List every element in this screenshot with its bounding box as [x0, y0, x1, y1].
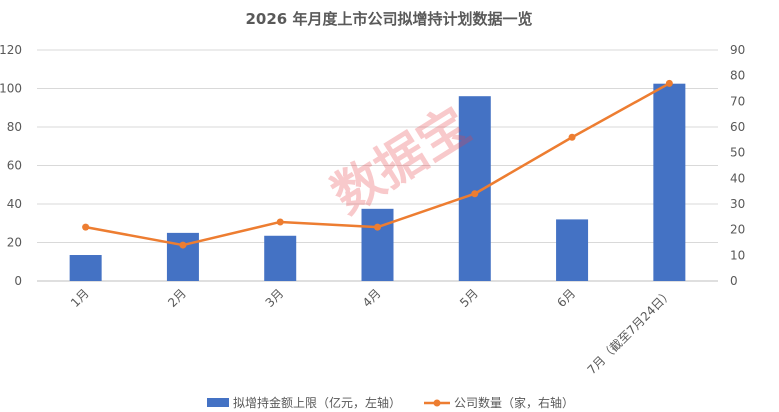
right-tick-label: 40	[730, 171, 745, 185]
left-tick-label: 60	[7, 159, 22, 173]
left-tick-label: 40	[7, 197, 22, 211]
legend-line-label: 公司数量（家，右轴）	[454, 395, 574, 410]
right-tick-label: 80	[730, 69, 745, 83]
right-tick-label: 0	[730, 274, 738, 288]
right-tick-label: 30	[730, 197, 745, 211]
bar	[166, 232, 199, 281]
line-point	[471, 190, 479, 198]
bar	[556, 219, 589, 281]
line-point	[179, 241, 187, 249]
right-axis-ticks: 0 10 20 30 40 50 60 70 80 90	[730, 43, 745, 288]
left-axis-ticks: 0 20 40 60 80 100 120	[0, 43, 22, 288]
line-point	[82, 223, 90, 231]
right-tick-label: 50	[730, 146, 745, 160]
line-point	[374, 223, 381, 231]
bar	[69, 255, 102, 281]
legend-bar-label: 拟增持金额上限（亿元，左轴）	[233, 395, 401, 410]
right-tick-label: 90	[730, 43, 745, 57]
left-tick-label: 20	[7, 236, 22, 250]
line-point	[665, 79, 673, 87]
line-series	[82, 79, 673, 249]
line-point	[276, 218, 284, 226]
chart-title: 2026 年月度上市公司拟增持计划数据一览	[246, 10, 533, 28]
x-tick-label: 6月	[554, 286, 578, 310]
legend: 拟增持金额上限（亿元，左轴） 公司数量（家，右轴）	[207, 395, 574, 410]
left-tick-label: 80	[7, 120, 22, 134]
x-tick-label: 4月	[360, 286, 384, 310]
x-tick-label: 3月	[263, 286, 287, 310]
right-tick-label: 60	[730, 120, 745, 134]
bar	[361, 208, 394, 281]
watermark-text: 数据宝	[322, 96, 480, 225]
x-axis-ticks: 1月 2月 3月 4月 5月 6月 7月（截至7月24日）	[68, 286, 676, 377]
grid-lines	[37, 49, 718, 282]
bar	[264, 235, 297, 281]
right-tick-label: 20	[730, 223, 745, 237]
bar-series	[69, 83, 686, 281]
left-tick-label: 0	[14, 274, 22, 288]
legend-bar-swatch	[207, 398, 229, 407]
line-point	[568, 133, 576, 141]
right-tick-label: 10	[730, 248, 745, 262]
x-tick-label: 2月	[165, 286, 189, 310]
bar	[653, 83, 686, 281]
legend-line-marker	[433, 399, 441, 407]
left-tick-label: 100	[0, 82, 22, 96]
x-tick-label: 7月（截至7月24日）	[585, 286, 676, 377]
x-tick-label: 1月	[68, 286, 92, 310]
left-tick-label: 120	[0, 43, 22, 57]
right-tick-label: 70	[730, 94, 745, 108]
x-tick-label: 5月	[457, 286, 481, 310]
